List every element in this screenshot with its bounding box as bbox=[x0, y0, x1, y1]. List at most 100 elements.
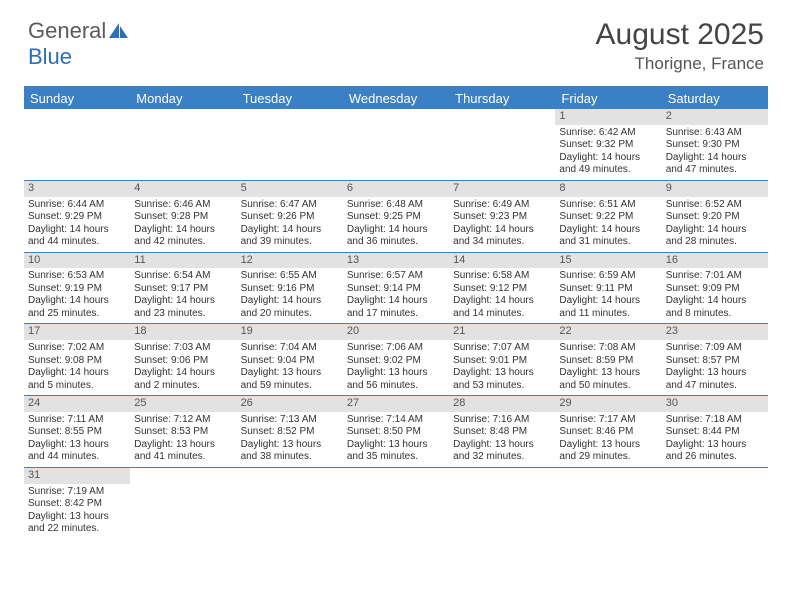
day-number: 10 bbox=[24, 253, 130, 269]
day-number: 13 bbox=[343, 253, 449, 269]
day-number: 4 bbox=[130, 181, 236, 197]
day-number: 28 bbox=[449, 396, 555, 412]
empty-cell bbox=[343, 468, 449, 539]
day-info: Sunrise: 7:13 AMSunset: 8:52 PMDaylight:… bbox=[241, 414, 339, 464]
day-number: 8 bbox=[555, 181, 661, 197]
day-number: 29 bbox=[555, 396, 661, 412]
day-header: Tuesday bbox=[237, 88, 343, 109]
day-header-row: SundayMondayTuesdayWednesdayThursdayFrid… bbox=[24, 88, 768, 109]
day-number: 12 bbox=[237, 253, 343, 269]
day-info: Sunrise: 7:02 AMSunset: 9:08 PMDaylight:… bbox=[28, 342, 126, 392]
location: Thorigne, France bbox=[596, 54, 764, 74]
day-number: 14 bbox=[449, 253, 555, 269]
day-info: Sunrise: 6:48 AMSunset: 9:25 PMDaylight:… bbox=[347, 199, 445, 249]
day-number: 18 bbox=[130, 324, 236, 340]
day-number: 15 bbox=[555, 253, 661, 269]
day-info: Sunrise: 6:52 AMSunset: 9:20 PMDaylight:… bbox=[666, 199, 764, 249]
day-cell: 25 Sunrise: 7:12 AMSunset: 8:53 PMDayligh… bbox=[130, 396, 236, 467]
week-row: 1 Sunrise: 6:42 AMSunset: 9:32 PMDaylight… bbox=[24, 109, 768, 181]
day-info: Sunrise: 7:08 AMSunset: 8:59 PMDaylight:… bbox=[559, 342, 657, 392]
day-info: Sunrise: 7:17 AMSunset: 8:46 PMDaylight:… bbox=[559, 414, 657, 464]
day-info: Sunrise: 7:09 AMSunset: 8:57 PMDaylight:… bbox=[666, 342, 764, 392]
day-cell: 21Sunrise: 7:07 AMSunset: 9:01 PMDayligh… bbox=[449, 324, 555, 395]
empty-cell bbox=[449, 109, 555, 180]
day-cell: 5 Sunrise: 6:47 AMSunset: 9:26 PMDaylight… bbox=[237, 181, 343, 252]
day-cell: 13Sunrise: 6:57 AMSunset: 9:14 PMDayligh… bbox=[343, 253, 449, 324]
day-cell: 23 Sunrise: 7:09 AMSunset: 8:57 PMDayligh… bbox=[662, 324, 768, 395]
day-number: 25 bbox=[130, 396, 236, 412]
day-number: 1 bbox=[555, 109, 661, 125]
day-cell: 4 Sunrise: 6:46 AMSunset: 9:28 PMDaylight… bbox=[130, 181, 236, 252]
day-header: Friday bbox=[555, 88, 661, 109]
day-cell: 12Sunrise: 6:55 AMSunset: 9:16 PMDayligh… bbox=[237, 253, 343, 324]
day-cell: 15Sunrise: 6:59 AMSunset: 9:11 PMDayligh… bbox=[555, 253, 661, 324]
day-cell: 10Sunrise: 6:53 AMSunset: 9:19 PMDayligh… bbox=[24, 253, 130, 324]
empty-cell bbox=[24, 109, 130, 180]
logo-text-2: Blue bbox=[28, 44, 72, 70]
day-info: Sunrise: 6:46 AMSunset: 9:28 PMDaylight:… bbox=[134, 199, 232, 249]
day-cell: 3 Sunrise: 6:44 AMSunset: 9:29 PMDaylight… bbox=[24, 181, 130, 252]
title-block: August 2025 Thorigne, France bbox=[596, 18, 764, 74]
month-title: August 2025 bbox=[596, 18, 764, 52]
day-header: Thursday bbox=[449, 88, 555, 109]
day-info: Sunrise: 6:44 AMSunset: 9:29 PMDaylight:… bbox=[28, 199, 126, 249]
sail-icon bbox=[108, 22, 130, 40]
week-row: 10Sunrise: 6:53 AMSunset: 9:19 PMDayligh… bbox=[24, 253, 768, 325]
empty-cell bbox=[555, 468, 661, 539]
day-cell: 18Sunrise: 7:03 AMSunset: 9:06 PMDayligh… bbox=[130, 324, 236, 395]
day-cell: 16Sunrise: 7:01 AMSunset: 9:09 PMDayligh… bbox=[662, 253, 768, 324]
day-number: 30 bbox=[662, 396, 768, 412]
day-number: 21 bbox=[449, 324, 555, 340]
day-cell: 30 Sunrise: 7:18 AMSunset: 8:44 PMDayligh… bbox=[662, 396, 768, 467]
week-row: 24Sunrise: 7:11 AMSunset: 8:55 PMDayligh… bbox=[24, 396, 768, 468]
day-info: Sunrise: 7:16 AMSunset: 8:48 PMDaylight:… bbox=[453, 414, 551, 464]
day-info: Sunrise: 6:51 AMSunset: 9:22 PMDaylight:… bbox=[559, 199, 657, 249]
day-info: Sunrise: 7:06 AMSunset: 9:02 PMDaylight:… bbox=[347, 342, 445, 392]
calendar: SundayMondayTuesdayWednesdayThursdayFrid… bbox=[24, 86, 768, 539]
day-number: 9 bbox=[662, 181, 768, 197]
day-number: 17 bbox=[24, 324, 130, 340]
day-number: 5 bbox=[237, 181, 343, 197]
day-number: 2 bbox=[662, 109, 768, 125]
day-number: 3 bbox=[24, 181, 130, 197]
day-cell: 6Sunrise: 6:48 AMSunset: 9:25 PMDaylight… bbox=[343, 181, 449, 252]
day-cell: 24Sunrise: 7:11 AMSunset: 8:55 PMDayligh… bbox=[24, 396, 130, 467]
day-cell: 31 Sunrise: 7:19 AMSunset: 8:42 PMDayligh… bbox=[24, 468, 130, 539]
day-number: 7 bbox=[449, 181, 555, 197]
day-info: Sunrise: 6:42 AMSunset: 9:32 PMDaylight:… bbox=[559, 127, 657, 177]
week-row: 3 Sunrise: 6:44 AMSunset: 9:29 PMDaylight… bbox=[24, 181, 768, 253]
day-cell: 20Sunrise: 7:06 AMSunset: 9:02 PMDayligh… bbox=[343, 324, 449, 395]
day-number: 31 bbox=[24, 468, 130, 484]
day-info: Sunrise: 6:47 AMSunset: 9:26 PMDaylight:… bbox=[241, 199, 339, 249]
day-cell: 8 Sunrise: 6:51 AMSunset: 9:22 PMDaylight… bbox=[555, 181, 661, 252]
day-cell: 28 Sunrise: 7:16 AMSunset: 8:48 PMDayligh… bbox=[449, 396, 555, 467]
day-cell: 17 Sunrise: 7:02 AMSunset: 9:08 PMDayligh… bbox=[24, 324, 130, 395]
day-info: Sunrise: 7:12 AMSunset: 8:53 PMDaylight:… bbox=[134, 414, 232, 464]
day-cell: 1 Sunrise: 6:42 AMSunset: 9:32 PMDaylight… bbox=[555, 109, 661, 180]
day-cell: 9 Sunrise: 6:52 AMSunset: 9:20 PMDaylight… bbox=[662, 181, 768, 252]
day-number: 19 bbox=[237, 324, 343, 340]
day-number: 11 bbox=[130, 253, 236, 269]
day-number: 23 bbox=[662, 324, 768, 340]
day-info: Sunrise: 7:19 AMSunset: 8:42 PMDaylight:… bbox=[28, 486, 126, 536]
day-number: 27 bbox=[343, 396, 449, 412]
day-number: 16 bbox=[662, 253, 768, 269]
week-row: 17 Sunrise: 7:02 AMSunset: 9:08 PMDayligh… bbox=[24, 324, 768, 396]
day-cell: 29 Sunrise: 7:17 AMSunset: 8:46 PMDayligh… bbox=[555, 396, 661, 467]
day-info: Sunrise: 6:55 AMSunset: 9:16 PMDaylight:… bbox=[241, 270, 339, 320]
empty-cell bbox=[237, 109, 343, 180]
day-info: Sunrise: 7:18 AMSunset: 8:44 PMDaylight:… bbox=[666, 414, 764, 464]
empty-cell bbox=[130, 109, 236, 180]
day-info: Sunrise: 6:43 AMSunset: 9:30 PMDaylight:… bbox=[666, 127, 764, 177]
day-cell: 27Sunrise: 7:14 AMSunset: 8:50 PMDayligh… bbox=[343, 396, 449, 467]
day-cell: 14Sunrise: 6:58 AMSunset: 9:12 PMDayligh… bbox=[449, 253, 555, 324]
day-header: Wednesday bbox=[343, 88, 449, 109]
day-cell: 11Sunrise: 6:54 AMSunset: 9:17 PMDayligh… bbox=[130, 253, 236, 324]
day-header: Saturday bbox=[662, 88, 768, 109]
day-info: Sunrise: 6:49 AMSunset: 9:23 PMDaylight:… bbox=[453, 199, 551, 249]
day-info: Sunrise: 6:59 AMSunset: 9:11 PMDaylight:… bbox=[559, 270, 657, 320]
day-number: 22 bbox=[555, 324, 661, 340]
day-info: Sunrise: 7:11 AMSunset: 8:55 PMDaylight:… bbox=[28, 414, 126, 464]
empty-cell bbox=[130, 468, 236, 539]
day-cell: 19Sunrise: 7:04 AMSunset: 9:04 PMDayligh… bbox=[237, 324, 343, 395]
